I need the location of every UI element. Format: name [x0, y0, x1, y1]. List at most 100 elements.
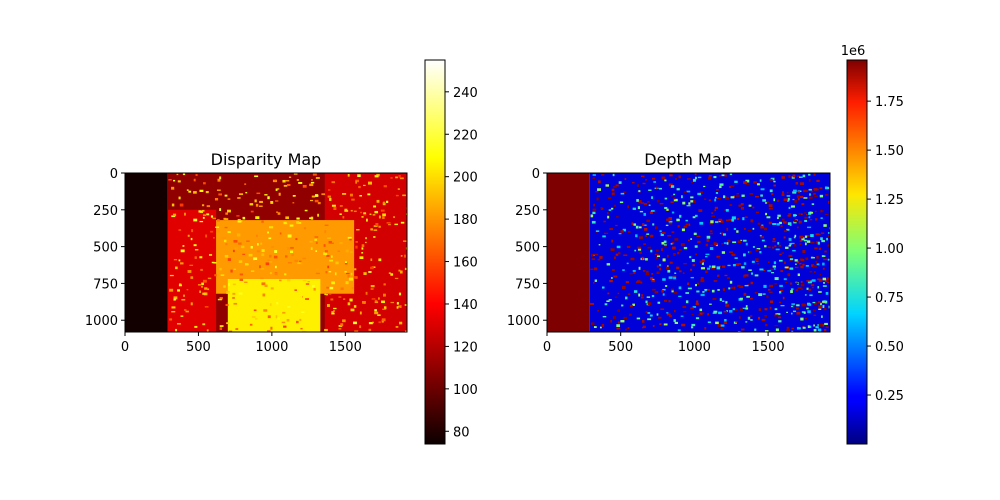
depth-speckle	[805, 257, 809, 261]
disparity-speckle	[311, 179, 313, 181]
depth-x-axis: 0 500 1000 1500	[543, 332, 785, 355]
depth-y-tick-label: 1000	[507, 314, 540, 329]
depth-speckle	[743, 228, 746, 230]
depth-speckle	[663, 299, 668, 302]
disparity-speckle	[359, 256, 364, 260]
disparity-speckle	[326, 304, 330, 307]
depth-speckle	[775, 328, 779, 332]
depth-speckle	[725, 196, 730, 200]
depth-speckle	[674, 321, 678, 324]
disparity-speckle	[398, 175, 401, 178]
depth-speckle	[729, 204, 733, 206]
depth-speckle	[728, 287, 731, 290]
depth-speckle	[614, 204, 617, 207]
depth-speckle	[808, 216, 811, 219]
disparity-speckle	[370, 228, 373, 231]
disparity-panel: Disparity Map 0 500 1000 1500 0 250 500 750 100…	[85, 150, 408, 355]
disparity-speckle	[227, 209, 231, 213]
disparity-speckle	[317, 213, 320, 217]
depth-speckle	[739, 308, 743, 312]
depth-speckle	[788, 206, 791, 210]
depth-speckle	[726, 242, 729, 245]
depth-speckle	[791, 176, 795, 179]
disparity-speckle	[251, 316, 256, 318]
depth-speckle	[825, 326, 829, 329]
disparity-speckle	[201, 204, 205, 207]
depth-speckle	[803, 312, 806, 314]
depth-speckle	[706, 238, 710, 242]
disparity-speckle	[310, 181, 315, 184]
depth-speckle	[765, 201, 769, 204]
disparity-speckle	[373, 205, 377, 208]
depth-speckle	[669, 174, 673, 177]
disparity-speckle	[181, 298, 186, 301]
depth-speckle	[627, 327, 630, 330]
disparity-speckle	[273, 255, 278, 259]
depth-speckle	[824, 213, 829, 216]
depth-speckle	[781, 218, 785, 222]
depth-speckle	[720, 220, 724, 224]
disparity-speckle	[294, 259, 299, 263]
depth-speckle	[729, 309, 733, 313]
disparity-speckle	[370, 258, 373, 261]
disparity-speckle	[223, 239, 227, 243]
depth-speckle	[786, 311, 788, 313]
depth-speckle	[625, 296, 628, 300]
depth-speckle	[790, 242, 795, 245]
disparity-speckle	[217, 298, 222, 301]
depth-colorbar-tick-label: 1.75	[875, 95, 904, 110]
depth-speckle	[828, 305, 830, 309]
depth-speckle	[769, 291, 773, 293]
depth-speckle	[696, 235, 701, 238]
disparity-speckle	[388, 223, 391, 226]
disparity-speckle	[307, 281, 310, 283]
disparity-speckle	[215, 226, 220, 228]
depth-speckle	[602, 315, 607, 318]
disparity-speckle	[178, 284, 182, 287]
disparity-speckle	[404, 330, 407, 332]
depth-speckle	[790, 305, 794, 308]
depth-speckle	[729, 251, 733, 254]
depth-speckle	[706, 235, 711, 239]
depth-speckle	[807, 310, 811, 314]
depth-speckle	[613, 275, 618, 278]
disparity-speckle	[287, 306, 291, 308]
depth-speckle	[671, 211, 675, 214]
depth-speckle	[760, 236, 765, 239]
depth-speckle	[680, 315, 684, 317]
disparity-speckle	[237, 219, 241, 222]
disparity-speckle	[382, 202, 386, 206]
depth-speckle	[769, 300, 774, 304]
depth-speckle	[716, 197, 720, 200]
disparity-speckle	[227, 198, 231, 200]
disparity-speckle	[310, 247, 313, 250]
depth-speckle	[707, 288, 710, 292]
disparity-speckle	[349, 193, 353, 197]
depth-speckle	[810, 234, 814, 238]
disparity-texture	[168, 173, 407, 332]
disparity-speckle	[323, 244, 326, 247]
depth-speckle	[597, 188, 602, 191]
disparity-speckle	[314, 238, 317, 241]
disparity-speckle	[314, 199, 319, 203]
disparity-speckle	[281, 321, 286, 324]
disparity-speckle	[173, 259, 178, 261]
disparity-speckle	[223, 285, 226, 288]
depth-speckle	[800, 280, 803, 284]
depth-speckle	[695, 317, 700, 320]
disparity-speckle	[193, 244, 197, 247]
disparity-speckle	[324, 230, 327, 234]
depth-speckle	[739, 297, 743, 300]
disparity-speckle	[206, 205, 211, 208]
disparity-speckle	[333, 207, 337, 210]
depth-speckle	[642, 182, 646, 185]
depth-speckle	[688, 223, 691, 227]
depth-speckle	[664, 206, 668, 210]
depth-speckle	[651, 273, 654, 275]
depth-speckle	[601, 286, 605, 289]
depth-y-axis: 0 250 500 750 1000	[507, 167, 547, 329]
depth-speckle	[819, 194, 824, 198]
depth-speckle	[638, 293, 641, 297]
depth-speckle	[673, 197, 676, 200]
depth-speckle	[651, 294, 655, 298]
